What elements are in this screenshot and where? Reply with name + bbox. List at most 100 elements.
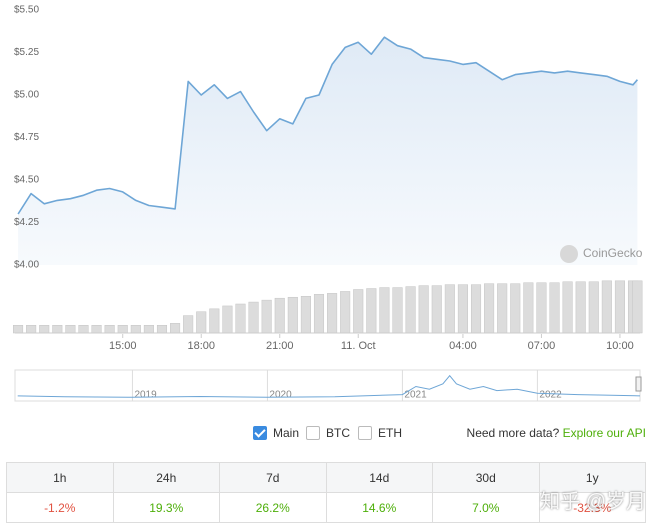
- navigator-line: [17, 374, 641, 398]
- x-tick-label: 15:00: [109, 340, 137, 352]
- api-link[interactable]: Explore our API: [562, 426, 646, 440]
- y-tick-label: $4.75: [14, 132, 39, 143]
- volume-bar: [26, 325, 37, 334]
- header-cell: 1y: [538, 462, 646, 493]
- toggle-label: Main: [273, 426, 300, 440]
- navigator-tick-label: 2021: [404, 390, 427, 401]
- volume-bar: [65, 325, 76, 334]
- volume-bar: [170, 323, 181, 334]
- volume-bar: [523, 282, 534, 334]
- volume-bar: [261, 299, 272, 334]
- volume-bar: [78, 325, 89, 334]
- volume-bar: [366, 288, 377, 334]
- volume-bar: [431, 285, 442, 334]
- navigator-tick-label: 2022: [539, 390, 562, 401]
- y-tick-label: $5.50: [14, 5, 39, 16]
- volume-bar: [392, 287, 403, 334]
- checkbox[interactable]: [253, 426, 267, 440]
- logo-icon: [560, 245, 578, 263]
- value-row: -1.2% 19.3% 26.2% 14.6% 7.0% -32.3%: [6, 492, 646, 523]
- price-area: [18, 37, 638, 266]
- volume-bar: [156, 325, 168, 334]
- volume-bar: [313, 294, 325, 334]
- volume-bar: [235, 303, 246, 334]
- volume-bar: [340, 291, 351, 334]
- volume-bar: [117, 325, 128, 334]
- chart: CoinGecko $4.00 $4.25 $4.50 $4.75 $5.00 $5.25…: [13, 5, 643, 402]
- volume-bar: [484, 283, 495, 334]
- header-cell: 14d: [325, 462, 433, 493]
- y-tick-label: $5.25: [14, 47, 39, 58]
- price-line: [17, 36, 639, 215]
- volume-bar: [130, 325, 141, 334]
- x-tick-label: 18:00: [187, 340, 215, 352]
- volume-bar: [143, 325, 154, 334]
- checkbox[interactable]: [358, 426, 372, 440]
- volume-bar: [287, 296, 298, 334]
- volume-bar: [405, 286, 416, 334]
- volume-bar: [39, 325, 50, 334]
- volume-bar: [91, 325, 102, 334]
- volume-bar: [575, 281, 586, 334]
- checkbox[interactable]: [306, 426, 320, 440]
- x-tick-label: 11. Oct: [341, 340, 376, 352]
- header-cell: 7d: [219, 462, 327, 493]
- watermark: CoinGecko: [583, 246, 643, 260]
- x-tick-label: 21:00: [266, 340, 294, 352]
- volume-bar: [510, 283, 521, 334]
- value-cell: 14.6%: [325, 492, 433, 523]
- volume-bar: [327, 293, 338, 334]
- navigator-tick-label: 2019: [134, 390, 157, 401]
- header-cell: 24h: [112, 462, 220, 493]
- more-data: Need more data? Explore our API: [467, 426, 646, 440]
- volume-bar: [588, 281, 599, 334]
- volume-bar: [274, 297, 285, 334]
- overlay-watermark: 知乎 @岁月: [540, 491, 646, 513]
- value-cell: 19.3%: [112, 492, 220, 523]
- volume-bar: [353, 289, 364, 334]
- toggle-label: ETH: [378, 426, 402, 440]
- volume-bar: [549, 282, 560, 334]
- value-cell: 7.0%: [432, 492, 540, 523]
- volume-bar: [614, 280, 625, 334]
- x-tick-label: 10:00: [606, 340, 634, 352]
- value-cell: -1.2%: [6, 492, 114, 523]
- volume-bar: [196, 311, 207, 334]
- volume-bar: [52, 325, 63, 334]
- volume-bar: [183, 315, 194, 334]
- volume-bar: [418, 285, 429, 334]
- value-cell: 26.2%: [219, 492, 327, 523]
- y-tick-label: $5.00: [14, 90, 39, 101]
- header-cell: 30d: [432, 462, 540, 493]
- header-row: 1h 24h 7d 14d 30d 1y: [6, 462, 646, 493]
- volume-bar: [209, 308, 220, 334]
- y-tick-label: $4.00: [14, 260, 39, 271]
- volume-bar: [632, 280, 643, 334]
- change-table: 1h 24h 7d 14d 30d 1y -1.2% 19.3% 26.2% 14.6% 7.0% -…: [6, 462, 646, 523]
- volume-bar: [562, 281, 573, 334]
- volume-bar: [601, 280, 612, 334]
- header-cell: 1h: [6, 462, 114, 493]
- prompt: Need more data?: [466, 426, 560, 440]
- controls: Main BTC ETH Need more data? Explore our AP…: [0, 422, 660, 444]
- volume-bar: [536, 282, 547, 334]
- y-tick-label: $4.50: [14, 175, 39, 186]
- toggle[interactable]: BTC: [306, 426, 350, 440]
- toggle-label: BTC: [326, 426, 350, 440]
- navigator-handle[interactable]: [635, 376, 642, 392]
- x-tick-label: 04:00: [449, 340, 477, 352]
- volume-bar: [497, 283, 508, 334]
- y-tick-label: $4.25: [14, 217, 39, 228]
- volume-bar: [300, 296, 311, 334]
- volume-bar: [379, 287, 390, 334]
- value-cell: -32.3%: [538, 492, 646, 523]
- toggle[interactable]: ETH: [358, 426, 402, 440]
- volume-bar: [13, 325, 24, 334]
- navigator-tick-label: 2020: [269, 390, 292, 401]
- volume-bar: [444, 284, 455, 334]
- volume-bar: [104, 325, 115, 334]
- volume-bar: [248, 301, 259, 334]
- toggle[interactable]: Main: [253, 426, 299, 440]
- volume-bar: [222, 305, 233, 334]
